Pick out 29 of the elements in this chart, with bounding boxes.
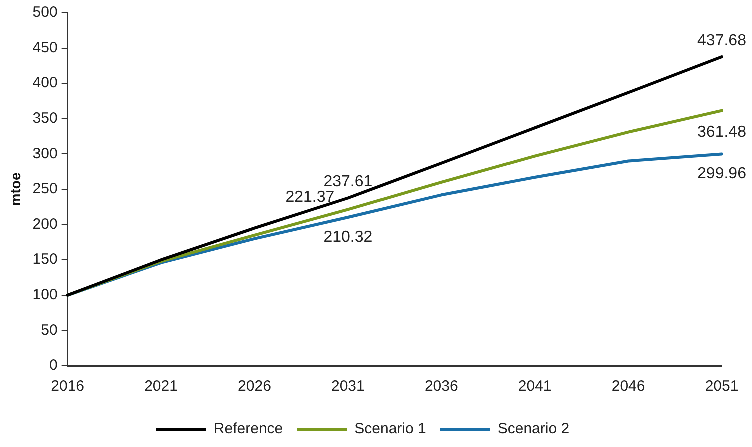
y-tick-label: 100 <box>32 286 58 304</box>
x-tick-label: 2046 <box>612 378 646 396</box>
data-label: 221.37 <box>286 189 335 206</box>
x-tick-label: 2036 <box>424 378 458 396</box>
x-tick-label: 2016 <box>51 378 85 396</box>
y-tick-label: 250 <box>32 180 58 198</box>
data-label: 361.48 <box>698 124 747 142</box>
data-label: 237.61 <box>324 174 373 191</box>
data-label: 299.96 <box>698 166 747 183</box>
data-label: 210.32 <box>324 228 373 246</box>
x-tick-label: 2021 <box>144 378 178 396</box>
y-tick-label: 450 <box>32 39 58 56</box>
y-tick-label: 150 <box>32 251 58 268</box>
legend-label: Scenario 1 <box>354 420 426 438</box>
legend-label: Reference <box>214 420 284 438</box>
y-tick-label: 400 <box>32 74 58 92</box>
x-tick-label: 2041 <box>518 378 552 396</box>
y-tick-label: 50 <box>41 322 58 339</box>
y-tick-label: 200 <box>32 216 58 233</box>
x-tick-label: 2026 <box>238 378 272 396</box>
x-tick-label: 2051 <box>705 378 739 396</box>
y-tick-label: 0 <box>49 357 58 374</box>
y-tick-label: 350 <box>32 110 58 128</box>
y-tick-label: 500 <box>32 4 58 22</box>
x-tick-label: 2031 <box>332 378 365 396</box>
y-axis-title: mtoe <box>7 172 24 206</box>
data-label: 437.68 <box>698 32 747 50</box>
y-tick-label: 300 <box>32 145 58 162</box>
legend-label: Scenario 2 <box>498 420 570 438</box>
